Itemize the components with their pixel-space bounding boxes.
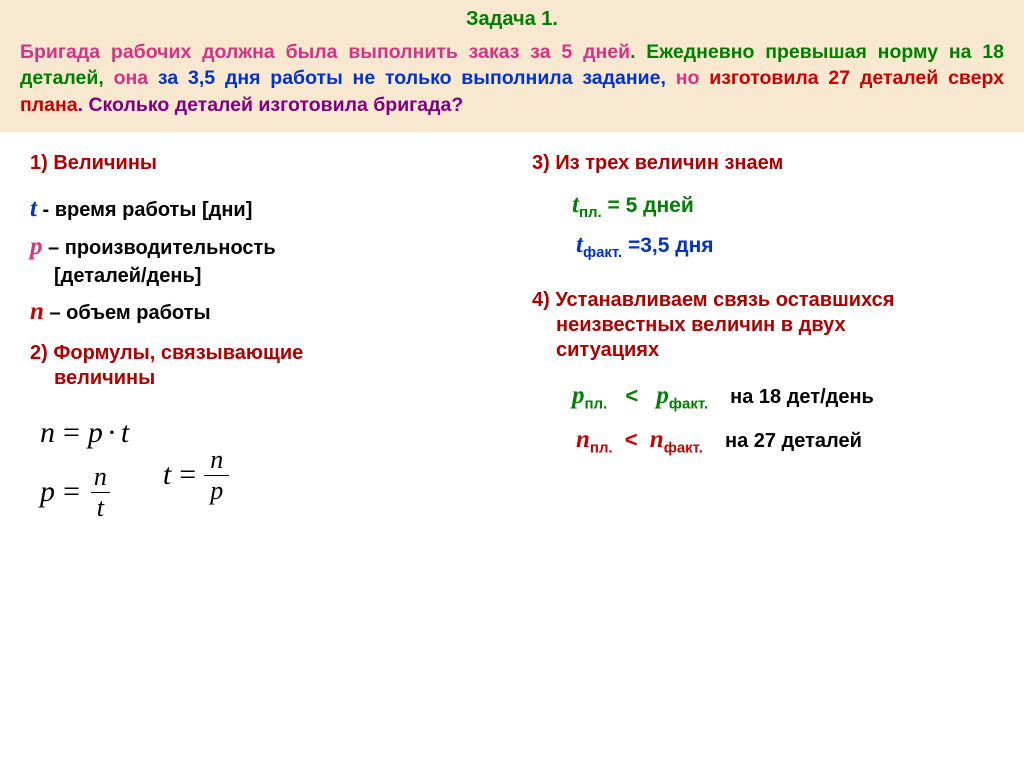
- header-panel: Задача 1. Бригада рабочих должна была вы…: [0, 0, 1024, 132]
- rel-n-tail: на 27 деталей: [709, 430, 862, 452]
- formula-t: t = n p: [163, 447, 229, 504]
- rel-p-rhs-var: p: [656, 382, 669, 409]
- rel-p-lhs-var: p: [572, 382, 585, 409]
- formula-row: p = n t t = n p: [40, 464, 492, 521]
- var-t: t: [30, 195, 37, 222]
- left-column: 1) Величины t - время работы [дни] p – п…: [30, 152, 492, 521]
- problem-seg1: Бригада рабочих должна была выполнить за…: [20, 41, 630, 63]
- formula-n-t: t: [121, 416, 129, 450]
- relation-n: nпл. < nфакт. на 27 деталей: [532, 426, 994, 456]
- problem-seg7: . Сколько деталей изготовила бригада?: [78, 94, 464, 116]
- var-p: p: [30, 233, 43, 260]
- rel-n-rhs-sub: факт.: [664, 440, 703, 457]
- content-area: 1) Величины t - время работы [дни] p – п…: [0, 132, 1024, 521]
- tpl-sub: пл.: [579, 204, 602, 221]
- var-t-desc: - время работы [дни]: [37, 199, 252, 221]
- rel-p-op: <: [613, 383, 650, 408]
- rel-n-rhs-var: n: [650, 426, 664, 453]
- section-4-heading-a: 4) Устанавливаем связь оставшихся: [532, 289, 994, 312]
- tfakt-val: =3,5 дня: [622, 234, 713, 257]
- formula-t-lhs: t: [163, 458, 171, 492]
- formula-p-num: n: [88, 464, 113, 492]
- problem-text: Бригада рабочих должна была выполнить за…: [20, 39, 1004, 118]
- rel-p-rhs-sub: факт.: [669, 395, 708, 412]
- tfakt-line: tфакт. =3,5 дня: [532, 231, 994, 261]
- formula-n-eq: =: [63, 416, 80, 450]
- relation-p: pпл. < pфакт. на 18 дет/день: [532, 382, 994, 412]
- var-p-desc2: [деталей/день]: [30, 265, 492, 288]
- var-t-line: t - время работы [дни]: [30, 195, 492, 223]
- right-column: 3) Из трех величин знаем tпл. = 5 дней t…: [532, 152, 994, 521]
- section-4-heading-b: неизвестных величин в двух: [532, 314, 994, 337]
- rel-p-lhs-sub: пл.: [585, 395, 608, 412]
- rel-n-lhs-sub: пл.: [590, 440, 613, 457]
- formula-p-eq: =: [63, 475, 80, 509]
- formula-t-eq: =: [179, 458, 196, 492]
- formula-t-frac: n p: [204, 447, 229, 504]
- tpl-var: t: [572, 191, 579, 218]
- problem-seg4: за 3,5 дня работы не только выполнила за…: [158, 67, 676, 89]
- section-4-heading-c: ситуациях: [532, 339, 994, 362]
- formula-p-frac: n t: [88, 464, 113, 521]
- var-n-line: n – объем работы: [30, 298, 492, 326]
- formula-p: p = n t: [40, 464, 113, 521]
- var-p-desc: – производительность: [43, 237, 276, 259]
- formula-n-lhs: n: [40, 416, 55, 450]
- var-n-desc: – объем работы: [44, 302, 211, 324]
- formula-t-num: n: [204, 447, 229, 475]
- formula-t-den: p: [204, 475, 229, 504]
- formula-p-lhs: p: [40, 475, 55, 509]
- section-1-heading: 1) Величины: [30, 152, 492, 175]
- section-3-heading: 3) Из трех величин знаем: [532, 152, 994, 175]
- var-n: n: [30, 298, 44, 325]
- problem-seg3: она: [114, 67, 158, 89]
- formula-n: n = p·t: [40, 416, 492, 450]
- tfakt-sub: факт.: [583, 244, 622, 261]
- section-2-heading-b: величины: [30, 367, 492, 390]
- formulas-block: n = p·t p = n t t = n: [30, 404, 492, 521]
- task-title: Задача 1.: [20, 8, 1004, 31]
- rel-n-op: <: [619, 427, 644, 452]
- formula-p-den: t: [91, 492, 110, 521]
- problem-seg5: но: [676, 67, 710, 89]
- var-p-line: p – производительность: [30, 233, 492, 261]
- tpl-line: tпл. = 5 дней: [532, 191, 994, 221]
- section-2-heading: 2) Формулы, связывающие: [30, 342, 492, 365]
- rel-p-tail: на 18 дет/день: [714, 386, 874, 408]
- rel-n-lhs-var: n: [576, 426, 590, 453]
- formula-n-p: p: [88, 416, 103, 450]
- tpl-val: = 5 дней: [602, 194, 694, 217]
- formula-n-dot: ·: [107, 416, 117, 450]
- tfakt-var: t: [576, 231, 583, 258]
